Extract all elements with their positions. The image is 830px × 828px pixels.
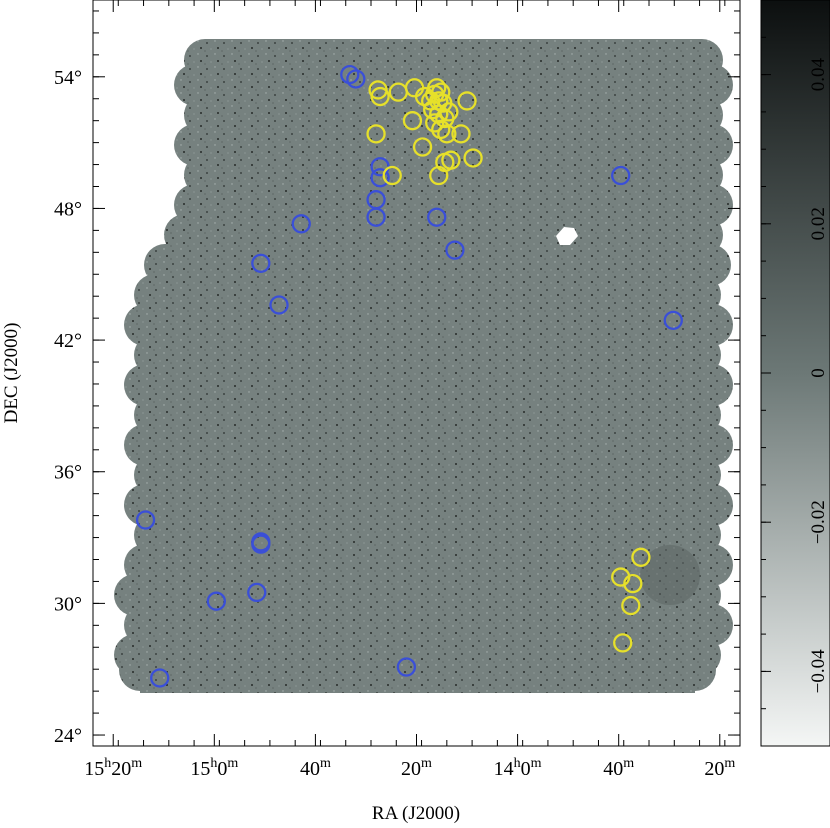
yellow-source-marker xyxy=(429,104,449,124)
yellow-source-marker xyxy=(439,102,459,122)
yellow-source-marker xyxy=(429,165,449,186)
x-tick-label: 40m xyxy=(603,756,634,780)
x-tick-label: 15h20m xyxy=(84,756,142,780)
blue-source-marker xyxy=(247,582,267,603)
mosaic-pointings xyxy=(114,39,733,693)
blue-source-marker xyxy=(251,253,271,273)
y-axis-label: DEC (J2000) xyxy=(1,323,22,424)
blue-source-marker xyxy=(150,668,170,688)
colorbar-tick-label: −0.04 xyxy=(808,649,829,693)
blue-source-marker xyxy=(370,168,390,188)
colorbar-tick-label: 0.04 xyxy=(808,57,829,91)
blue-source-marker xyxy=(427,207,447,227)
x-tick-label: 20m xyxy=(704,756,735,780)
x-axis-label: RA (J2000) xyxy=(372,803,460,824)
x-tick-label: 15h0m xyxy=(190,756,238,780)
yellow-source-marker xyxy=(366,124,386,144)
y-tick-label: 36° xyxy=(54,462,82,484)
y-axis-ticks: 54° 48° 42° 36° 30° 24° xyxy=(54,10,740,747)
yellow-source-marker xyxy=(457,91,477,111)
colorbar-tick-label: 0.02 xyxy=(808,207,829,240)
yellow-source-marker xyxy=(613,633,633,653)
y-tick-label: 42° xyxy=(54,330,82,352)
blue-source-marker xyxy=(611,165,631,186)
blue-source-marker xyxy=(445,240,465,260)
colorbar-tick-label: −0.02 xyxy=(808,500,829,544)
yellow-source-marker xyxy=(412,137,433,157)
yellow-source-marker xyxy=(621,595,641,616)
blue-source-marker xyxy=(346,69,366,89)
yellow-source-marker xyxy=(425,113,445,133)
yellow-source-marker xyxy=(402,111,423,131)
colorbar: 0.04 0.02 0 −0.02 −0.04 xyxy=(760,0,830,747)
x-axis-ticks: 15h20m 15h0m 40m 20m 14h0m 40m 20m xyxy=(84,0,735,780)
yellow-source-marker xyxy=(370,86,390,107)
colorbar-ticks: 0.04 0.02 0 −0.02 −0.04 xyxy=(761,0,829,747)
y-tick-label: 54° xyxy=(54,67,82,89)
survey-mosaic-map xyxy=(114,39,733,693)
yellow-source-marker xyxy=(437,124,457,144)
yellow-source-marker xyxy=(631,547,651,567)
blue-source-marker xyxy=(396,657,417,677)
blue-source-marker xyxy=(366,207,386,227)
yellow-source-marker xyxy=(431,119,451,140)
noisy-region xyxy=(640,545,700,605)
y-tick-label: 48° xyxy=(54,198,82,220)
blue-source-marker xyxy=(291,214,311,234)
source-markers xyxy=(135,64,683,688)
y-tick-label: 24° xyxy=(54,725,82,747)
blue-source-marker xyxy=(135,510,156,530)
x-tick-label: 20m xyxy=(401,756,432,780)
masked-hole xyxy=(556,227,578,245)
blue-source-marker xyxy=(269,295,289,315)
blue-source-marker xyxy=(663,310,683,330)
blue-marker-series xyxy=(135,64,683,688)
x-tick-label: 14h0m xyxy=(494,756,542,780)
yellow-source-marker xyxy=(463,148,483,168)
y-tick-label: 30° xyxy=(54,593,82,615)
x-tick-label: 40m xyxy=(300,756,331,780)
yellow-marker-series xyxy=(366,78,651,653)
yellow-source-marker xyxy=(451,124,471,144)
yellow-source-marker xyxy=(623,573,643,594)
yellow-source-marker xyxy=(382,165,402,186)
colorbar-tick-label: 0 xyxy=(808,368,829,378)
blue-source-marker xyxy=(251,532,271,552)
blue-source-marker xyxy=(340,64,360,85)
yellow-source-marker xyxy=(431,82,451,102)
blue-source-marker xyxy=(206,591,226,611)
colorbar-gradient xyxy=(760,0,830,747)
